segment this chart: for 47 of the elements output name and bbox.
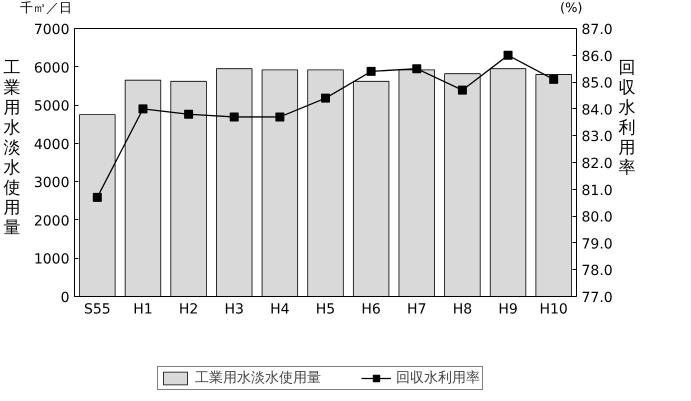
- point: [92, 192, 102, 202]
- y2-tick-label: 84.0: [582, 102, 613, 118]
- point: [366, 66, 376, 76]
- x-tick-label: H10: [540, 302, 568, 318]
- y-tick-label: 5000: [34, 98, 70, 115]
- legend-label: 回収水利用率: [396, 369, 480, 387]
- y2-tick-label: 81.0: [582, 182, 613, 199]
- y2-tick-label: 85.0: [582, 76, 613, 92]
- x-tick-label: H3: [224, 302, 244, 318]
- y2-tick-label: 83.0: [582, 129, 613, 146]
- point: [275, 112, 284, 122]
- point: [138, 104, 148, 114]
- y2-tick-label: 78.0: [582, 263, 613, 280]
- y2-tick-label: 86.0: [582, 48, 613, 65]
- point: [321, 94, 330, 103]
- point: [504, 50, 513, 60]
- x-tick-label: H6: [361, 302, 381, 318]
- y-tick-label: 0: [60, 290, 70, 306]
- y-tick-label: 1000: [34, 252, 70, 268]
- y2-axis-title: 回収水利用率: [618, 58, 636, 178]
- point: [549, 74, 558, 84]
- y2-tick-label: 77.0: [582, 290, 613, 306]
- y-tick-label: 4000: [34, 136, 70, 153]
- x-tick-label: H1: [133, 302, 153, 318]
- text: (%): [560, 0, 582, 18]
- point: [230, 112, 239, 122]
- y2-tick-label: 79.0: [582, 236, 613, 252]
- y-tick-label: 2000: [34, 213, 70, 230]
- point: [412, 64, 422, 74]
- y-tick-label: 3000: [34, 175, 70, 192]
- point: [184, 110, 194, 119]
- y2-tick-label: 80.0: [582, 210, 613, 226]
- x-tick-label: H2: [178, 302, 198, 318]
- x-tick-label: H8: [452, 302, 472, 318]
- x-tick-label: S55: [84, 302, 111, 318]
- x-tick-label: H4: [270, 302, 290, 318]
- text: 千㎥／日: [20, 0, 72, 18]
- point: [458, 86, 467, 95]
- y-tick-label: 7000: [34, 22, 70, 38]
- legend-label: 工業用水淡水使用量: [195, 369, 321, 387]
- text: 工業用水淡水使用量: [4, 58, 20, 238]
- x-tick-label: H7: [407, 302, 426, 318]
- x-tick-label: H5: [316, 302, 336, 318]
- y2-tick-label: 82.0: [582, 156, 613, 172]
- x-tick-label: H9: [498, 302, 518, 318]
- y-tick-label: 6000: [34, 60, 70, 76]
- y2-tick-label: 87.0: [582, 22, 613, 38]
